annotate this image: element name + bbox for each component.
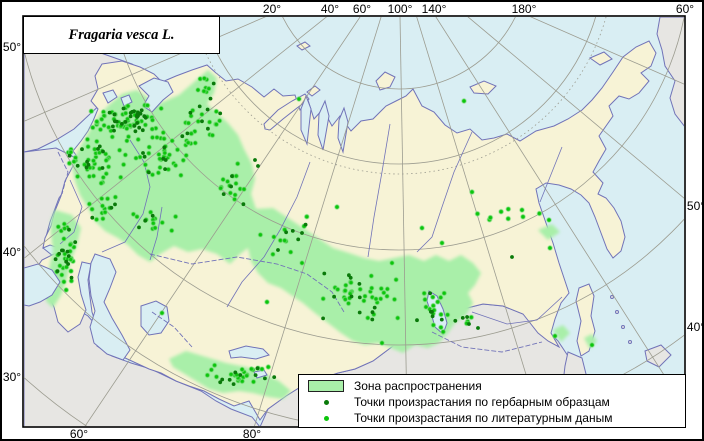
longitude-label-top: 140° xyxy=(421,2,447,16)
legend-row-literature: Точки произрастания по литературным даны… xyxy=(307,410,681,426)
herbarium-dot-icon xyxy=(323,399,329,405)
latitude-label-left: 50° xyxy=(2,40,22,54)
literature-dot-slot xyxy=(307,415,345,421)
zone-swatch-slot xyxy=(307,380,345,392)
legend-row-zone: Зона распространения xyxy=(307,378,681,394)
zone-swatch-icon xyxy=(308,380,344,392)
legend: Зона распространения Точки произрастания… xyxy=(298,374,686,428)
longitude-label-bottom: 60° xyxy=(69,427,89,441)
literature-dot-icon xyxy=(323,415,329,421)
legend-literature-label: Точки произрастания по литературным даны… xyxy=(354,411,613,425)
latitude-label-right: 50° xyxy=(686,199,704,213)
latitude-label-left: 40° xyxy=(2,245,22,259)
longitude-label-bottom: 80° xyxy=(242,427,262,441)
dots-layer xyxy=(53,75,595,386)
longitude-label-top: 100° xyxy=(387,2,413,16)
longitude-label-top: 20° xyxy=(262,2,282,16)
map-title-box: Fragaria vesca L. xyxy=(23,16,220,54)
longitude-label-top: 60° xyxy=(675,2,695,16)
legend-zone-label: Зона распространения xyxy=(354,379,482,393)
map-title: Fragaria vesca L. xyxy=(68,26,175,43)
herbarium-dot-slot xyxy=(307,399,345,405)
longitude-label-top: 60° xyxy=(352,2,372,16)
longitude-label-top: 180° xyxy=(511,2,537,16)
legend-herbarium-label: Точки произрастания по гербарным образца… xyxy=(354,395,610,409)
rivers-and-borders xyxy=(57,123,563,353)
latitude-label-right: 40° xyxy=(686,320,704,334)
longitude-label-top: 40° xyxy=(320,2,340,16)
latitude-label-left: 30° xyxy=(2,370,22,384)
legend-row-herbarium: Точки произрастания по гербарным образца… xyxy=(307,394,681,410)
